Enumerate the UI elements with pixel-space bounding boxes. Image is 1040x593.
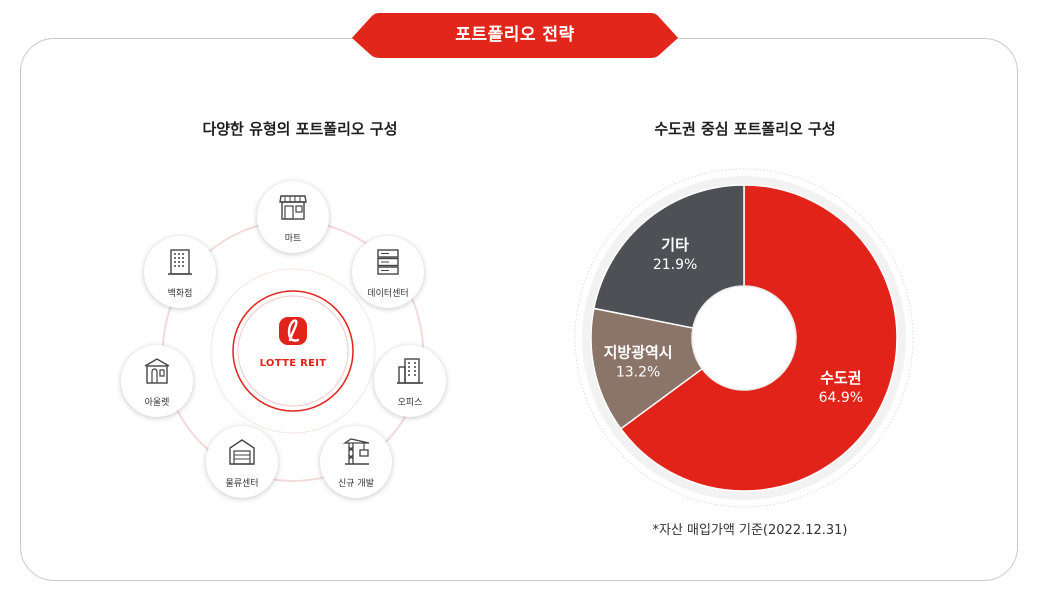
department-store-icon bbox=[168, 249, 192, 275]
portfolio-item-department-store: 백화점 bbox=[144, 236, 216, 308]
portfolio-item-datacenter: 데이터센터 bbox=[352, 236, 424, 308]
donut-value-label: 13.2% bbox=[616, 365, 660, 381]
inner-orbit-ring bbox=[210, 268, 376, 434]
store-icon bbox=[279, 195, 307, 220]
header-tab-shape bbox=[352, 13, 678, 58]
left-section-title: 다양한 유형의 포트폴리오 구성 bbox=[202, 120, 398, 138]
portfolio-item-label: 백화점 bbox=[167, 289, 193, 299]
portfolio-item-development: 신규 개발 bbox=[320, 426, 392, 498]
header-tab: 포트폴리오 전략 bbox=[352, 12, 678, 58]
warehouse-icon bbox=[229, 439, 255, 465]
logo-text: LOTTE REIT bbox=[259, 358, 327, 369]
portfolio-item-logistics: 물류센터 bbox=[206, 426, 278, 498]
portfolio-item-label: 마트 bbox=[284, 234, 302, 244]
logo-emblem bbox=[232, 290, 354, 412]
chart-footnote: *자산 매입가액 기준(2022.12.31) bbox=[652, 523, 848, 538]
donut-category-label: 지방광역시 bbox=[604, 344, 673, 362]
portfolio-item-label: 데이터센터 bbox=[367, 289, 409, 299]
page-title: 포트폴리오 전략 bbox=[455, 25, 575, 45]
crane-icon bbox=[342, 438, 370, 465]
portfolio-item-mart: 마트 bbox=[257, 181, 329, 253]
donut-chart: 수도권 64.9% 지방광역시 13.2% 기타 21.9% bbox=[590, 184, 898, 492]
donut-value-label: 64.9% bbox=[819, 390, 863, 406]
portfolio-item-outlet: 아울렛 bbox=[121, 345, 193, 417]
donut-hole bbox=[691, 285, 797, 391]
portfolio-item-label: 아울렛 bbox=[144, 398, 170, 408]
donut-category-label: 기타 bbox=[661, 236, 689, 254]
donut-category-label: 수도권 bbox=[820, 369, 861, 387]
donut-outer-ring bbox=[574, 168, 914, 508]
portfolio-item-label: 오피스 bbox=[397, 398, 423, 408]
portfolio-item-label: 신규 개발 bbox=[338, 479, 374, 489]
office-building-icon bbox=[397, 358, 423, 384]
donut-value-label: 21.9% bbox=[653, 257, 697, 273]
portfolio-item-office: 오피스 bbox=[374, 345, 446, 417]
lotte-reit-logo: LOTTE REIT bbox=[232, 290, 354, 412]
outlet-icon bbox=[144, 358, 170, 384]
right-section-title: 수도권 중심 포트폴리오 구성 bbox=[654, 120, 836, 138]
portfolio-item-label: 물류센터 bbox=[225, 479, 259, 489]
server-icon bbox=[377, 249, 399, 275]
